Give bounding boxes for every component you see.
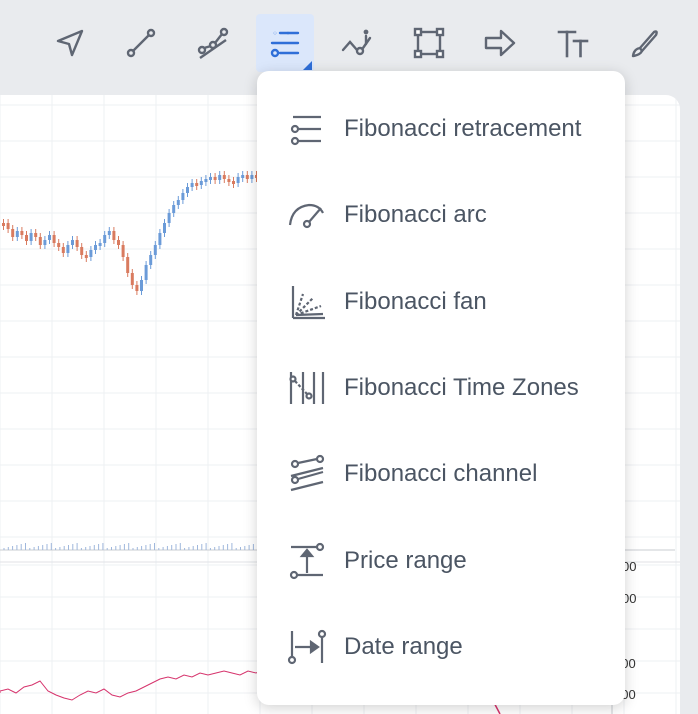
fibonacci-tools-icon <box>270 31 300 58</box>
cursor-arrow-icon <box>56 29 84 57</box>
candle-body <box>80 247 84 255</box>
text-tool-icon <box>557 30 589 58</box>
candle-body <box>103 235 107 243</box>
candle-body <box>130 273 134 285</box>
candle-body <box>43 240 47 245</box>
candle-body <box>149 255 153 265</box>
candle-body <box>84 255 88 258</box>
brush-icon <box>631 30 658 58</box>
candle-body <box>176 200 180 205</box>
rectangle-tool-button[interactable] <box>400 14 458 72</box>
candle-body <box>218 175 222 180</box>
candle-body <box>195 183 199 186</box>
price-range-icon <box>289 542 325 580</box>
menu-item-label: Fibonacci retracement <box>344 115 582 142</box>
text-tool-button[interactable] <box>544 14 602 72</box>
multi-point-line-tool-button[interactable] <box>184 14 242 72</box>
candle-body <box>75 240 79 247</box>
axis-tick-label: 00 <box>622 559 637 574</box>
fibonacci-tools-menu: Fibonacci retracement Fibonacci arc Fibo… <box>257 71 625 705</box>
menu-item-date-range[interactable]: Date range <box>257 612 625 682</box>
candle-body <box>241 175 245 178</box>
candle-body <box>213 177 217 180</box>
candle-body <box>57 243 61 247</box>
fibonacci-fan-icon <box>291 286 325 320</box>
candle-body <box>222 175 226 179</box>
arrow-tool-button[interactable] <box>471 14 529 72</box>
candle-body <box>98 243 102 246</box>
menu-item-label: Date range <box>344 633 463 660</box>
arrow-shape-icon <box>484 29 516 57</box>
cursor-tool-button[interactable] <box>41 14 99 72</box>
axis-tick-label: 00 <box>622 591 637 606</box>
pattern-tool-button[interactable] <box>328 14 386 72</box>
candle-body <box>186 187 189 193</box>
candle-body <box>135 285 139 291</box>
candle-body <box>121 245 125 257</box>
candle-body <box>6 223 10 229</box>
candle-body <box>52 235 56 243</box>
candle-body <box>172 205 176 213</box>
menu-item-fibonacci-channel[interactable]: Fibonacci channel <box>257 439 625 509</box>
fibonacci-retracement-icon <box>290 115 321 146</box>
candle-body <box>15 231 19 237</box>
candle-body <box>255 175 258 178</box>
candle-body <box>20 231 24 235</box>
candle-body <box>204 179 208 182</box>
candle-body <box>181 193 185 200</box>
candle-body <box>66 245 70 253</box>
fibonacci-time-zones-icon <box>289 372 325 404</box>
menu-item-fibonacci-arc[interactable]: Fibonacci arc <box>257 180 625 250</box>
candle-body <box>2 223 5 226</box>
trend-line-icon <box>126 28 156 58</box>
candle-body <box>112 231 116 240</box>
pattern-tools-icon <box>341 29 372 56</box>
candle-body <box>209 177 212 180</box>
rectangle-shape-icon <box>413 27 445 59</box>
candle-body <box>89 250 93 257</box>
candle-body <box>11 229 15 237</box>
candle-body <box>29 233 33 241</box>
candle-body <box>126 257 130 273</box>
candle-body <box>107 231 111 235</box>
candle-body <box>61 247 65 253</box>
brush-tool-button[interactable] <box>616 14 674 72</box>
fibonacci-tools-button[interactable] <box>256 14 314 72</box>
candle-body <box>245 175 249 179</box>
candle-body <box>250 175 254 179</box>
candle-body <box>38 237 42 245</box>
indicator-line <box>0 669 265 701</box>
candle-body <box>236 177 240 183</box>
multi-point-line-icon <box>197 27 229 59</box>
menu-item-label: Fibonacci arc <box>344 201 487 228</box>
candle-body <box>117 240 120 245</box>
trend-line-tool-button[interactable] <box>112 14 170 72</box>
candle-body <box>153 245 157 255</box>
candle-body <box>144 265 148 280</box>
candle-body <box>167 213 171 223</box>
menu-item-price-range[interactable]: Price range <box>257 526 625 596</box>
fibonacci-channel-icon <box>290 454 325 492</box>
menu-item-label: Fibonacci fan <box>344 288 487 315</box>
candle-body <box>158 233 162 245</box>
menu-item-label: Fibonacci Time Zones <box>344 374 579 401</box>
menu-item-label: Price range <box>344 547 467 574</box>
menu-item-label: Fibonacci channel <box>344 460 538 487</box>
candle-body <box>140 280 143 291</box>
candle-body <box>227 179 231 182</box>
menu-item-fibonacci-fan[interactable]: Fibonacci fan <box>257 267 625 337</box>
candle-body <box>190 183 194 187</box>
menu-item-fibonacci-time-zones[interactable]: Fibonacci Time Zones <box>257 353 625 423</box>
date-range-icon <box>287 629 327 665</box>
menu-item-fibonacci-retracement[interactable]: Fibonacci retracement <box>257 94 625 164</box>
candle-body <box>34 233 38 237</box>
candle-body <box>71 240 74 245</box>
candle-body <box>25 235 28 241</box>
fibonacci-arc-icon <box>288 203 324 229</box>
candle-body <box>48 235 51 240</box>
candle-body <box>94 245 97 250</box>
candle-body <box>163 223 166 233</box>
candle-body <box>232 181 235 184</box>
candle-body <box>199 181 203 185</box>
